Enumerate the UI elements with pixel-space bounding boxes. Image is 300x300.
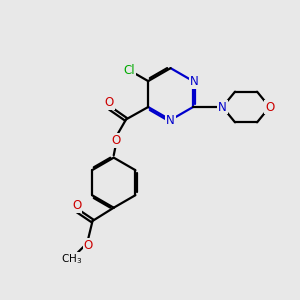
Text: N: N — [218, 100, 227, 113]
Text: O: O — [72, 199, 81, 212]
Text: N: N — [166, 114, 175, 127]
Text: O: O — [111, 134, 120, 147]
Text: Cl: Cl — [123, 64, 135, 76]
Text: O: O — [83, 238, 93, 252]
Text: N: N — [190, 75, 199, 88]
Text: O: O — [265, 100, 274, 113]
Text: O: O — [105, 96, 114, 110]
Text: CH$_3$: CH$_3$ — [61, 252, 82, 266]
